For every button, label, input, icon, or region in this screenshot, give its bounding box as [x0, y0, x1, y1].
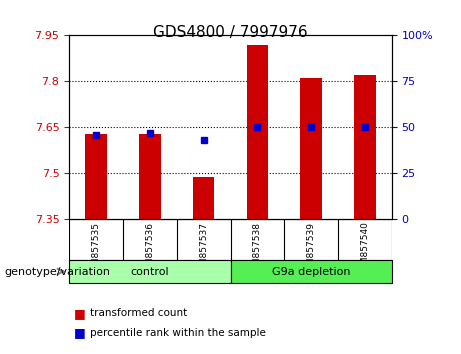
Bar — [193, 177, 214, 219]
Text: transformed count: transformed count — [90, 308, 187, 318]
Text: ■: ■ — [74, 326, 85, 339]
Bar — [69, 260, 230, 283]
Text: GSM857535: GSM857535 — [92, 222, 100, 276]
Text: GSM857536: GSM857536 — [145, 222, 154, 276]
Text: control: control — [130, 267, 169, 277]
Bar — [230, 260, 392, 283]
Text: percentile rank within the sample: percentile rank within the sample — [90, 328, 266, 338]
Bar — [247, 45, 268, 219]
Bar — [354, 75, 376, 219]
Text: GDS4800 / 7997976: GDS4800 / 7997976 — [153, 25, 308, 40]
Text: G9a depletion: G9a depletion — [272, 267, 350, 277]
Bar — [301, 78, 322, 219]
Text: GSM857537: GSM857537 — [199, 222, 208, 276]
Text: GSM857538: GSM857538 — [253, 222, 262, 276]
Bar — [139, 133, 160, 219]
Text: GSM857539: GSM857539 — [307, 222, 316, 276]
Text: ■: ■ — [74, 307, 85, 320]
Text: genotype/variation: genotype/variation — [5, 267, 111, 276]
Text: GSM857540: GSM857540 — [361, 222, 369, 276]
Bar — [85, 133, 107, 219]
